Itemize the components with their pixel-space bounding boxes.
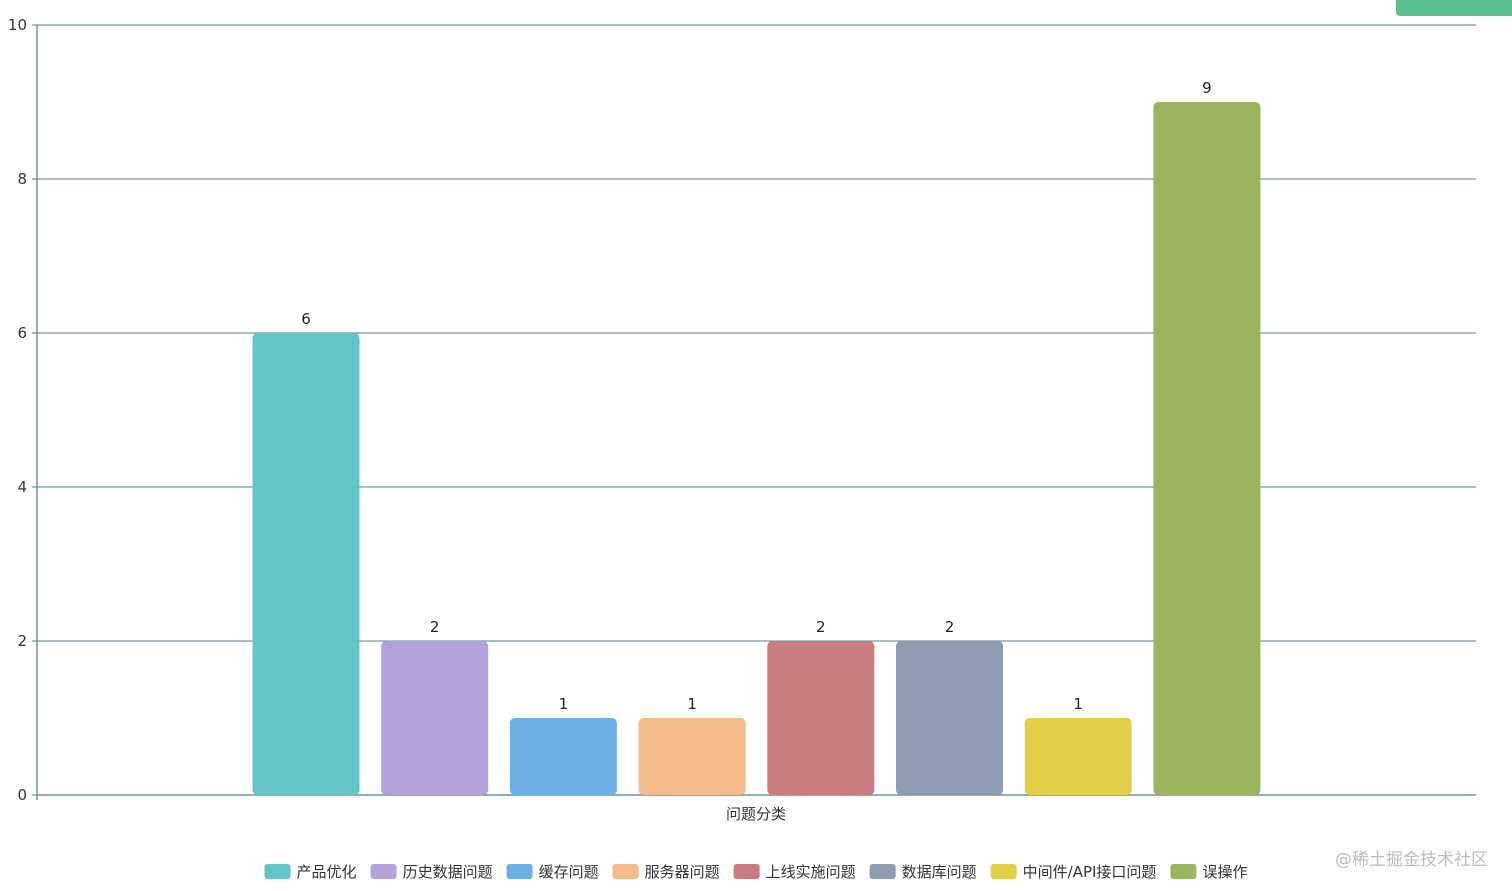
legend-item[interactable]: 中间件/API接口问题 — [990, 863, 1157, 881]
y-tick-label: 6 — [17, 324, 27, 342]
corner-action-button[interactable] — [1396, 0, 1512, 16]
legend-swatch — [733, 864, 760, 879]
legend-item[interactable]: 服务器问题 — [612, 863, 720, 881]
legend-label: 历史数据问题 — [403, 863, 493, 881]
watermark: @稀土掘金技术社区 — [1335, 850, 1488, 870]
bar-1 — [252, 333, 360, 795]
legend-item[interactable]: 数据库问题 — [869, 863, 977, 881]
legend-label: 数据库问题 — [902, 863, 977, 881]
bar-5 — [767, 641, 875, 795]
bar-value-label: 1 — [687, 695, 697, 713]
bar-2 — [381, 641, 489, 795]
legend-item[interactable]: 历史数据问题 — [370, 863, 493, 881]
y-tick-label: 4 — [17, 478, 27, 496]
bar-value-label: 2 — [430, 618, 440, 636]
legend-swatch — [612, 864, 639, 879]
legend-label: 服务器问题 — [645, 863, 720, 881]
y-tick-label: 8 — [17, 170, 27, 188]
bar-value-label: 1 — [1073, 695, 1083, 713]
legend-label: 误操作 — [1202, 863, 1247, 881]
legend-item[interactable]: 上线实施问题 — [733, 863, 856, 881]
legend[interactable]: 产品优化 历史数据问题 缓存问题 服务器问题 上线实施问题 数据库问题 中间件/API接口问… — [264, 863, 1248, 881]
bar-4 — [638, 718, 746, 795]
bar-value-label: 2 — [816, 618, 826, 636]
legend-swatch — [370, 864, 397, 879]
legend-label: 缓存问题 — [539, 863, 599, 881]
legend-item[interactable]: 误操作 — [1170, 863, 1247, 881]
legend-swatch — [990, 864, 1017, 879]
legend-label: 产品优化 — [297, 863, 357, 881]
legend-item[interactable]: 产品优化 — [264, 863, 357, 881]
bar-value-label: 1 — [559, 695, 569, 713]
bars: 6 2 1 1 2 2 1 9 — [252, 79, 1261, 795]
y-tick-label: 2 — [17, 632, 27, 650]
bar-value-label: 2 — [945, 618, 955, 636]
bar-3 — [509, 718, 617, 795]
y-tick-label: 10 — [8, 16, 27, 34]
legend-swatch — [869, 864, 896, 879]
bar-value-label: 9 — [1202, 79, 1212, 97]
legend-swatch — [506, 864, 533, 879]
legend-swatch — [264, 864, 291, 879]
legend-label: 上线实施问题 — [766, 863, 856, 881]
legend-item[interactable]: 缓存问题 — [506, 863, 599, 881]
legend-swatch — [1170, 864, 1197, 879]
x-axis-title: 问题分类 — [726, 805, 786, 823]
bar-value-label: 6 — [301, 310, 311, 328]
legend-label: 中间件/API接口问题 — [1023, 863, 1157, 881]
bar-8 — [1153, 102, 1261, 795]
bar-7 — [1024, 718, 1132, 795]
x-axis: 问题分类 — [37, 794, 1476, 823]
y-axis: 0 2 4 6 8 10 — [8, 16, 38, 804]
y-tick-label: 0 — [17, 786, 27, 804]
bar-6 — [896, 641, 1003, 795]
